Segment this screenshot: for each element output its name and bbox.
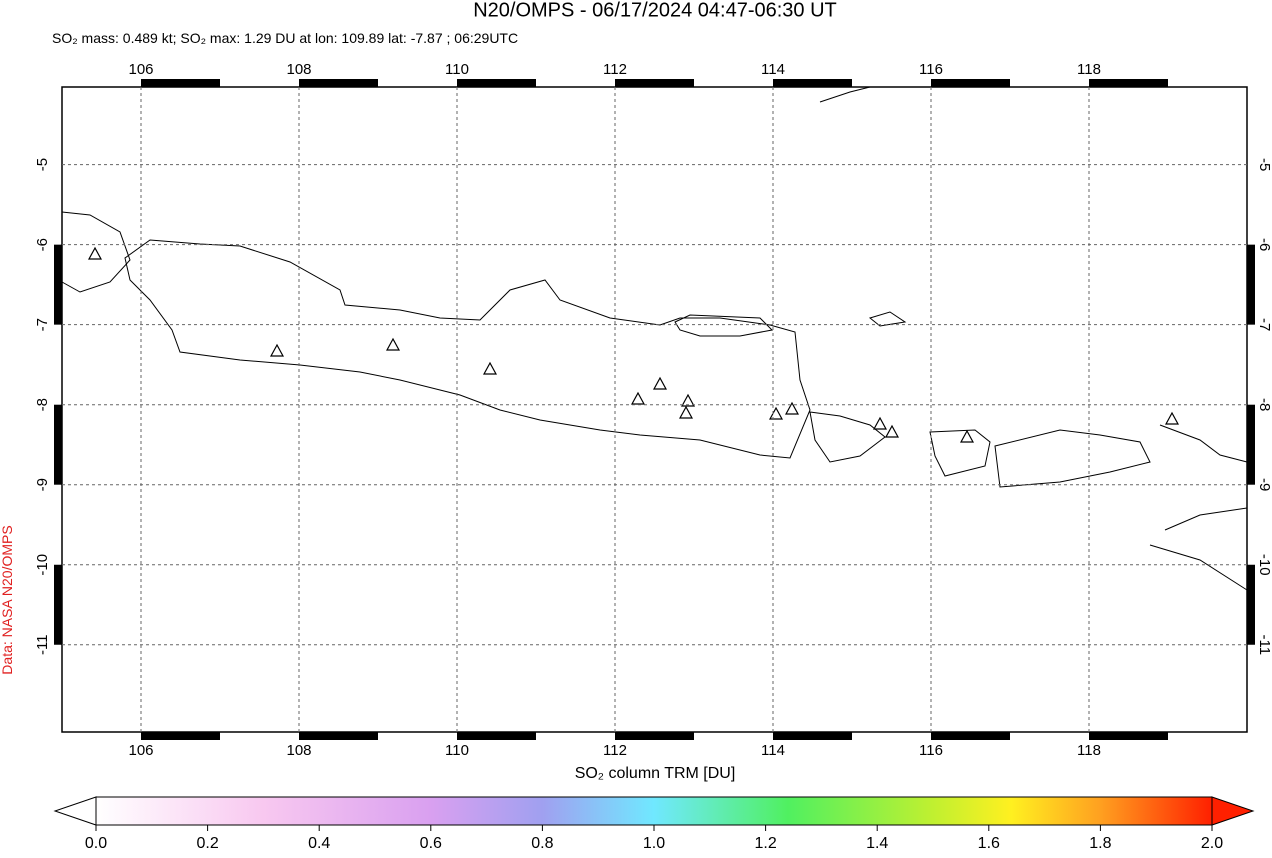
frame-bar	[931, 79, 1010, 87]
lat-tick-label: -7	[1256, 318, 1272, 331]
colorbar-tick-label: 0.4	[308, 835, 330, 852]
frame-bar	[299, 79, 378, 87]
frame-bar	[1089, 79, 1168, 87]
lat-tick-label: -6	[34, 238, 51, 251]
frame-bar	[1089, 732, 1168, 740]
lon-tick-label: 112	[603, 742, 627, 759]
subtitle: SO₂ mass: 0.489 kt; SO₂ max: 1.29 DU at …	[52, 30, 518, 46]
lat-tick-label: -9	[34, 478, 51, 491]
coastline	[868, 311, 907, 327]
lat-tick-label: -8	[34, 398, 51, 411]
colorbar-tick-label: 1.8	[1089, 835, 1111, 852]
frame-bar	[615, 732, 694, 740]
frame-bar	[1247, 404, 1255, 485]
volcanoes	[87, 246, 1180, 443]
lat-tick-label: -11	[34, 634, 51, 655]
frame-bar	[1247, 244, 1255, 325]
coastline	[994, 429, 1151, 488]
coastline	[124, 239, 811, 459]
colorbar-over	[1211, 796, 1255, 826]
lat-tick-label: -5	[34, 158, 51, 171]
colorbar-tick-label: 0.0	[85, 835, 107, 852]
colorbar-tick-label: 1.6	[978, 835, 1000, 852]
lon-tick-label: 116	[919, 61, 943, 78]
lat-tick-label: -5	[1256, 158, 1272, 171]
colorbar-tick-label: 0.6	[420, 835, 442, 852]
colorbar-tick-label: 1.4	[866, 835, 888, 852]
lat-tick-label: -10	[34, 554, 51, 576]
lat-tick-label: -6	[1256, 238, 1272, 251]
coastline	[1159, 424, 1248, 463]
lat-tick-label: -7	[34, 318, 51, 331]
lon-tick-label: 110	[445, 742, 469, 759]
frame-bar	[1247, 564, 1255, 645]
frame-bar	[457, 79, 536, 87]
map-area	[62, 87, 1247, 732]
frame-bar	[54, 404, 62, 485]
colorbar-tick-label: 0.8	[531, 835, 553, 852]
lat-tick-label: -9	[1256, 478, 1272, 491]
frame-bar	[931, 732, 1010, 740]
lon-tick-label: 106	[128, 742, 153, 759]
frame-bar	[615, 79, 694, 87]
lon-tick-label: 110	[445, 61, 469, 78]
coastline	[929, 429, 991, 477]
frame-bar	[54, 564, 62, 645]
coastline	[1149, 507, 1248, 591]
colorbar-tick-label: 1.0	[643, 835, 665, 852]
frame-bar	[54, 244, 62, 325]
coastline	[819, 86, 871, 103]
coastline	[61, 211, 131, 293]
lon-tick-label: 114	[761, 742, 785, 759]
colorbar-tick-label: 1.2	[754, 835, 776, 852]
lon-tick-label: 116	[919, 742, 943, 759]
lat-tick-label: -8	[1256, 398, 1272, 411]
colorbar-under	[53, 796, 97, 826]
colorbar-tick-label: 0.2	[196, 835, 218, 852]
colorbar	[95, 796, 1213, 826]
lon-tick-label: 106	[128, 61, 153, 78]
frame-bar	[773, 732, 852, 740]
lat-tick-label: -10	[1256, 554, 1272, 576]
lon-tick-label: 108	[286, 61, 311, 78]
colorbar-label: SO₂ column TRM [DU]	[575, 765, 736, 782]
volcano-marker	[87, 246, 1180, 443]
frame-bar	[141, 79, 220, 87]
coastline	[674, 314, 774, 337]
lat-tick-label: -11	[1256, 634, 1272, 655]
title: N20/OMPS - 06/17/2024 04:47-06:30 UT	[473, 0, 837, 21]
frame-bar	[299, 732, 378, 740]
lon-tick-label: 112	[603, 61, 627, 78]
frame-bar	[457, 732, 536, 740]
coastlines	[61, 86, 1248, 591]
colorbar-tick-label: 2.0	[1201, 835, 1223, 852]
lon-tick-label: 114	[761, 61, 785, 78]
frame-bar	[141, 732, 220, 740]
coastline	[809, 411, 886, 463]
credit: Data: NASA N20/OMPS	[0, 525, 15, 674]
lon-tick-label: 108	[286, 742, 311, 759]
lon-tick-label: 118	[1077, 742, 1101, 759]
lon-tick-label: 118	[1077, 61, 1101, 78]
frame-bar	[773, 79, 852, 87]
